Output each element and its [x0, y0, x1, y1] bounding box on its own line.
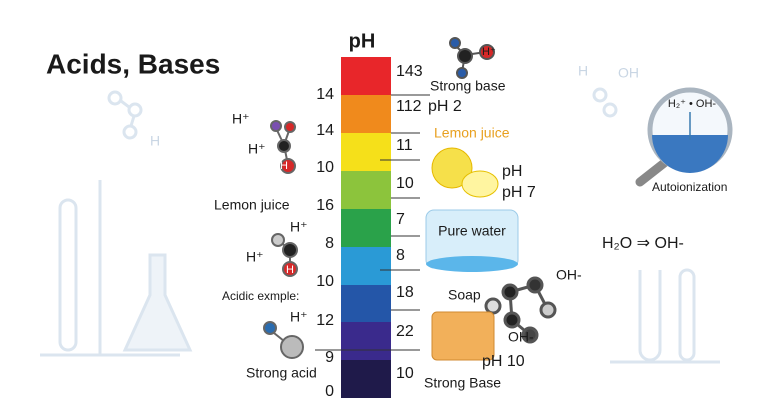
label: H⁺: [246, 249, 264, 265]
label: Strong acid: [246, 365, 317, 381]
magnifier-formula: H₂⁺ • OH-: [668, 98, 716, 110]
left-number: 12: [316, 312, 334, 329]
label: OH-: [508, 329, 534, 345]
label: H: [286, 264, 294, 276]
label: Strong Base: [424, 375, 501, 391]
label: Soap: [448, 287, 481, 303]
label: Acidic exmple:: [222, 289, 299, 303]
label: pH 10: [482, 353, 525, 370]
ph-bands: [341, 57, 391, 398]
left-number: 14: [316, 86, 334, 103]
left-number: 14: [316, 122, 334, 139]
left-number: 16: [316, 197, 334, 214]
left-number: 8: [325, 235, 334, 252]
left-number: 10: [316, 159, 334, 176]
right-number: 112: [396, 98, 422, 115]
lemon: [431, 147, 499, 198]
right-number: 7: [396, 211, 405, 228]
scale-ticks: [315, 94, 430, 351]
right-number: 8: [396, 247, 405, 264]
right-number: 22: [396, 323, 414, 340]
label: pH: [502, 163, 522, 180]
left-number: 10: [316, 273, 334, 290]
title: Acids, Bases: [46, 48, 220, 79]
background-glassware: [40, 87, 720, 364]
sponge: [431, 311, 495, 361]
label: H: [280, 160, 288, 172]
left-number: 0: [325, 383, 334, 400]
right-number: 10: [396, 175, 414, 192]
label: pH 7: [502, 184, 536, 201]
label: H⁺: [290, 219, 308, 235]
label: Lemon juice: [214, 197, 290, 213]
left-numbers: 14 14 10 16 8 10 12 9 0: [316, 86, 334, 400]
right-number: 18: [396, 284, 414, 301]
faint-label: H: [578, 63, 588, 79]
faint-label: H: [150, 133, 160, 149]
label: OH-: [556, 267, 582, 283]
label: H⁺: [482, 46, 496, 58]
label: H⁺: [290, 309, 308, 325]
soap-molecule: [484, 276, 557, 344]
magnifier-caption: Autoionization: [652, 180, 727, 194]
label: Pure water: [438, 223, 506, 239]
right-numbers: 143 112 11 10 7 8 18 22 10: [396, 63, 423, 382]
label: Lemon juice: [434, 125, 510, 141]
label: H⁺: [248, 141, 266, 157]
scale-header: pH: [349, 30, 376, 52]
left-number: 9: [325, 349, 334, 366]
water: [426, 256, 518, 272]
right-number: 11: [396, 137, 413, 154]
top-molecule: [449, 37, 495, 79]
label: pH 2: [428, 98, 462, 115]
label: H⁺: [232, 111, 250, 127]
reaction: H₂O ⇒ OH-: [602, 235, 684, 252]
label: Strong base: [430, 78, 506, 94]
right-number: 10: [396, 365, 414, 382]
magnifier: [635, 87, 733, 187]
faint-label: OH: [618, 65, 639, 81]
left-molecules: [263, 120, 304, 359]
right-number: 143: [396, 63, 423, 80]
